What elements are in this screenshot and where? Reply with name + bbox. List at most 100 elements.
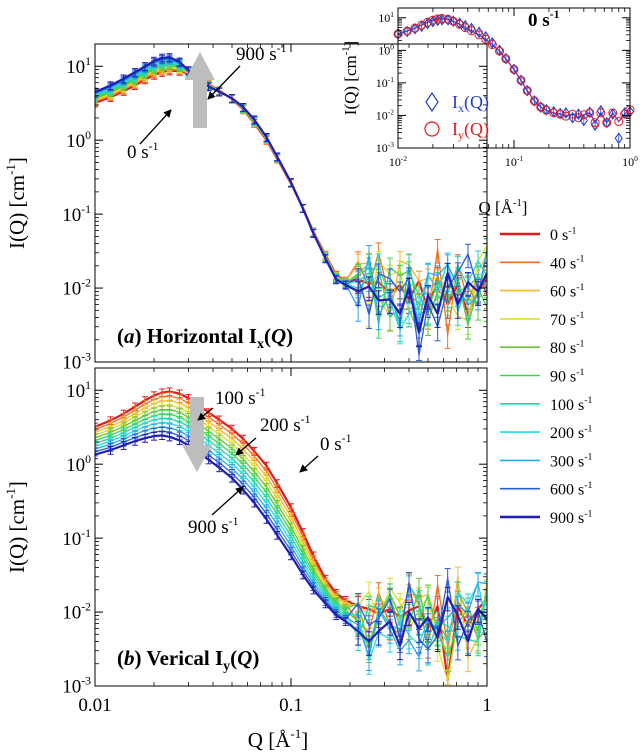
label-bracket: ] bbox=[5, 481, 29, 488]
label-exponent: 0 bbox=[85, 129, 91, 142]
label-base: 10 bbox=[376, 109, 388, 123]
legend-var: I bbox=[452, 119, 458, 139]
label-base: 0 s bbox=[127, 142, 149, 163]
legend-entry: 900 s-1 bbox=[550, 508, 593, 527]
label-base: I(Q) [cm bbox=[341, 55, 360, 115]
label-base: Q [Å bbox=[248, 728, 291, 752]
title-arg: Q bbox=[271, 324, 286, 348]
inset-marker-ix bbox=[428, 15, 438, 28]
inset-marker-ix bbox=[467, 22, 476, 35]
label-base: 40 s bbox=[550, 255, 576, 272]
label-base: 10 bbox=[376, 141, 388, 155]
annotation-0-arrow bbox=[299, 455, 319, 473]
label-exponent: -3 bbox=[81, 351, 91, 364]
label-exponent: -2 bbox=[401, 154, 407, 163]
inset-marker-iy bbox=[614, 117, 624, 127]
label-exponent: -1 bbox=[341, 46, 352, 55]
inset-marker-ix bbox=[530, 95, 539, 107]
inset-title: 0 s-1 bbox=[528, 8, 560, 31]
legend-entry: 60 s-1 bbox=[550, 282, 585, 301]
x-tick-label: 10-2 bbox=[389, 154, 407, 169]
title-word: ) Horizontal I bbox=[135, 324, 257, 348]
label-base: 10 bbox=[62, 529, 81, 550]
label-exponent: -1 bbox=[3, 488, 18, 499]
x-tick-label: 1 bbox=[482, 695, 492, 716]
label-base: 900 s bbox=[188, 517, 229, 538]
legend-entry: 40 s-1 bbox=[550, 254, 585, 273]
y-tick-label: 101 bbox=[66, 379, 91, 402]
y-tick-label: 10-2 bbox=[62, 277, 91, 300]
inset-marker-ix bbox=[542, 103, 551, 116]
annotation-0: 0 s-1 bbox=[127, 140, 159, 163]
inset-marker-ix bbox=[516, 74, 526, 87]
inset-marker-iy bbox=[549, 108, 559, 118]
y-tick-label: 100 bbox=[378, 43, 394, 58]
inset-marker-ix bbox=[602, 116, 611, 129]
label-exponent: -3 bbox=[388, 140, 394, 149]
y-axis-label: I(Q) [cm-1] bbox=[3, 157, 29, 249]
inset-marker-ix bbox=[449, 15, 458, 28]
label-exponent: -1 bbox=[256, 386, 266, 399]
inset-legend-label: Iy(Q) bbox=[452, 119, 489, 142]
label-exponent: -1 bbox=[342, 432, 352, 445]
label-bracket: ] bbox=[341, 41, 360, 47]
title-subscript: y bbox=[223, 659, 230, 674]
y-tick-label: 10-3 bbox=[62, 351, 91, 374]
label-base: 60 s bbox=[550, 284, 576, 301]
label-base: 10 bbox=[66, 131, 85, 152]
inset-legend-label: Ix(Q) bbox=[452, 92, 489, 115]
label-exponent: -1 bbox=[576, 310, 584, 321]
inset-marker-ix bbox=[561, 107, 570, 119]
annotation-0: 0 s-1 bbox=[320, 432, 352, 455]
label-base: 10 bbox=[66, 455, 85, 476]
annotation-100: 100 s-1 bbox=[215, 386, 266, 409]
increase-arrow-icon bbox=[185, 52, 215, 128]
legend-entry: 80 s-1 bbox=[550, 338, 585, 357]
legend-entry: 90 s-1 bbox=[550, 367, 585, 386]
title-paren: ( bbox=[264, 324, 271, 348]
label-base: 10 bbox=[62, 279, 81, 300]
series-line bbox=[95, 417, 487, 652]
x-tick-label: 0.01 bbox=[78, 695, 111, 716]
inset-marker-ix bbox=[536, 101, 545, 114]
label-exponent: -1 bbox=[229, 515, 239, 528]
inset-marker-iy bbox=[590, 118, 600, 128]
label-exponent: -1 bbox=[584, 480, 592, 491]
title-paren: ( bbox=[230, 646, 237, 670]
x-tick-label: 100 bbox=[622, 154, 638, 169]
inset-marker-iy bbox=[585, 108, 595, 118]
label-base: 10 bbox=[62, 353, 81, 374]
y-axis-label-text: I(Q) [cm-1] bbox=[3, 481, 29, 573]
label-base: I(Q) [cm bbox=[5, 175, 29, 249]
inset-marker-iy bbox=[602, 118, 612, 128]
legend-entry: 0 s-1 bbox=[550, 225, 577, 244]
label-exponent: -1 bbox=[277, 42, 287, 55]
label-exponent: -1 bbox=[517, 154, 523, 163]
label-exponent: -1 bbox=[3, 164, 18, 175]
annotation-900-arrow bbox=[211, 486, 244, 516]
label-base: 80 s bbox=[550, 340, 576, 357]
legend-var: I bbox=[452, 92, 458, 112]
legend-arg: (Q) bbox=[464, 92, 489, 113]
inset-marker-iy bbox=[509, 64, 519, 74]
label-base: 70 s bbox=[550, 312, 576, 329]
label-exponent: -1 bbox=[584, 508, 592, 519]
inset-marker-iy bbox=[529, 96, 539, 106]
y-axis-label: I(Q) [cm-1] bbox=[341, 41, 360, 115]
label-base: 10 bbox=[378, 44, 390, 58]
series-line bbox=[95, 399, 487, 659]
y-tick-label: 101 bbox=[66, 55, 91, 78]
inset-marker-ix bbox=[433, 14, 442, 27]
y-axis-label-text: I(Q) [cm-1] bbox=[3, 157, 29, 249]
label-base: 100 s bbox=[550, 397, 584, 414]
label-base: 200 s bbox=[550, 425, 584, 442]
title-paren: ) bbox=[252, 646, 259, 670]
inset-marker-ix bbox=[579, 114, 588, 127]
label-exponent: 0 bbox=[390, 43, 394, 52]
annotation-200: 200 s-1 bbox=[260, 413, 311, 436]
inset-marker-iy bbox=[423, 17, 433, 27]
x-tick-label: 0.1 bbox=[279, 695, 303, 716]
series-line bbox=[95, 413, 487, 659]
inset-marker-iy bbox=[596, 108, 606, 118]
